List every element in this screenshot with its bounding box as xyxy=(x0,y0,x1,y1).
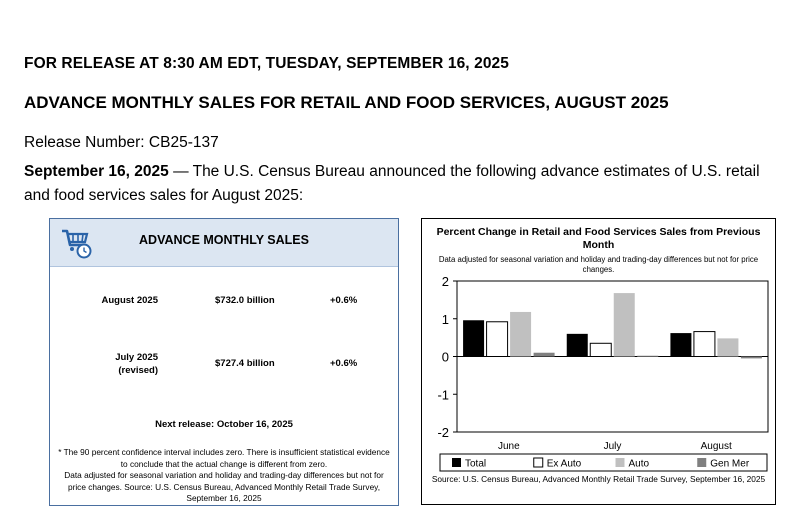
percent-change-chart: Percent Change in Retail and Food Servic… xyxy=(421,218,776,505)
legend-swatch xyxy=(533,457,544,468)
x-tick-label: August xyxy=(701,441,732,452)
release-time: FOR RELEASE AT 8:30 AM EDT, TUESDAY, SEP… xyxy=(24,55,509,72)
legend-label: Gen Mer xyxy=(710,459,750,470)
bar-auto xyxy=(717,338,739,357)
bar-ex-auto xyxy=(486,321,509,357)
bar-ex-auto xyxy=(589,342,612,357)
intro-text: — The U.S. Census Bureau announced the f… xyxy=(24,163,760,204)
x-tick-label: July xyxy=(604,441,622,452)
advance-sales-header: ADVANCE MONTHLY SALES xyxy=(50,219,398,267)
intro-date: September 16, 2025 xyxy=(24,163,169,180)
y-tick-label: -1 xyxy=(437,387,449,402)
page-title: ADVANCE MONTHLY SALES FOR RETAIL AND FOO… xyxy=(24,93,669,112)
y-tick-label: 2 xyxy=(442,274,449,289)
legend-box xyxy=(439,453,768,472)
y-tick-label: 1 xyxy=(442,312,449,327)
bar-total xyxy=(566,333,588,357)
footnote: * The 90 percent confidence interval inc… xyxy=(56,447,392,505)
shopping-cart-clock-icon xyxy=(62,229,92,259)
sales-value: $727.4 billion xyxy=(215,358,275,369)
y-tick-label: -2 xyxy=(437,425,449,440)
chart-subtitle: Data adjusted for seasonal variation and… xyxy=(438,255,759,274)
legend-label: Auto xyxy=(629,459,650,470)
release-number: Release Number: CB25-137 xyxy=(24,134,219,151)
bar-ex-auto xyxy=(693,331,716,357)
percent-change: +0.6% xyxy=(330,295,358,306)
bar-gen-mer xyxy=(740,356,762,359)
bar-auto xyxy=(510,311,532,357)
bar-total xyxy=(463,320,485,357)
bar-gen-mer xyxy=(637,355,659,357)
footnote-adjustment: Data adjusted for seasonal variation and… xyxy=(64,470,384,503)
intro-paragraph: September 16, 2025 — The U.S. Census Bur… xyxy=(24,160,764,208)
legend-swatch xyxy=(452,458,461,467)
chart-source: Source: U.S. Census Bureau, Advanced Mon… xyxy=(431,474,766,484)
period-note: (revised) xyxy=(118,365,158,376)
legend-swatch xyxy=(615,458,625,467)
advance-sales-title: ADVANCE MONTHLY SALES xyxy=(139,233,309,247)
next-release-date: Next release: October 16, 2025 xyxy=(155,419,293,430)
legend-label: Ex Auto xyxy=(547,459,582,470)
legend-label: Total xyxy=(465,459,486,470)
period-label: August 2025 xyxy=(101,295,159,306)
legend-swatch xyxy=(697,458,707,467)
bar-auto xyxy=(613,293,635,357)
sales-value: $732.0 billion xyxy=(215,295,275,306)
footnote-confidence: * The 90 percent confidence interval inc… xyxy=(58,447,390,469)
advance-sales-box: ADVANCE MONTHLY SALES August 2025 $732.0… xyxy=(49,218,399,506)
percent-change: +0.6% xyxy=(330,358,358,369)
bar-total xyxy=(670,333,692,357)
chart-plot: 2 1 0 -1 -2 June July August Total Ex Auto Auto Gen… xyxy=(437,274,769,472)
bar-gen-mer xyxy=(533,352,555,357)
chart-title: Percent Change in Retail and Food Servic… xyxy=(436,226,761,251)
y-tick-label: 0 xyxy=(442,350,449,365)
period-label: July 2025 xyxy=(115,352,158,363)
x-tick-label: June xyxy=(498,441,520,452)
